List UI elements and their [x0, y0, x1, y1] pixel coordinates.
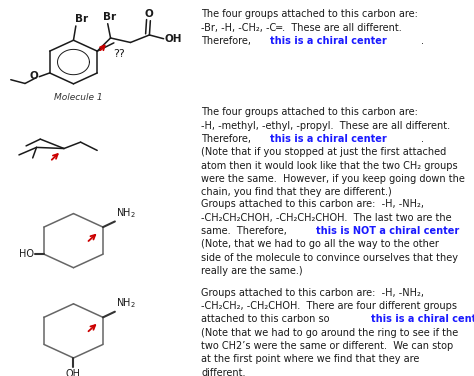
Text: O: O	[29, 71, 38, 80]
Text: Br: Br	[75, 14, 88, 24]
Text: side of the molecule to convince ourselves that they: side of the molecule to convince ourselv…	[201, 253, 458, 263]
Text: -CH₂CH₂CHOH, -CH₂CH₂CHOH.  The last two are the: -CH₂CH₂CHOH, -CH₂CH₂CHOH. The last two a…	[201, 213, 452, 223]
Text: NH$_2$: NH$_2$	[116, 296, 136, 310]
Text: HO: HO	[19, 249, 34, 259]
Text: chain, you find that they are different.): chain, you find that they are different.…	[201, 187, 392, 197]
Text: really are the same.): really are the same.)	[201, 266, 303, 276]
Text: this is a chiral center: this is a chiral center	[270, 134, 387, 144]
Text: atom then it would look like that the two CH₂ groups: atom then it would look like that the tw…	[201, 161, 458, 171]
Text: this is a chiral center: this is a chiral center	[371, 314, 474, 324]
Text: attached to this carbon so: attached to this carbon so	[201, 314, 333, 324]
Text: Groups attached to this carbon are:  -H, -NH₂,: Groups attached to this carbon are: -H, …	[201, 288, 424, 298]
Text: -Br, -H, -CH₂, -C═.  These are all different.: -Br, -H, -CH₂, -C═. These are all differ…	[201, 23, 402, 33]
Text: O: O	[144, 9, 153, 19]
Text: at the first point where we find that they are: at the first point where we find that th…	[201, 354, 420, 364]
Text: The four groups attached to this carbon are:: The four groups attached to this carbon …	[201, 107, 419, 117]
Text: .: .	[420, 36, 424, 46]
Text: Molecule 1: Molecule 1	[54, 93, 102, 102]
Text: this is NOT a chiral center: this is NOT a chiral center	[316, 226, 459, 236]
Text: same.  Therefore,: same. Therefore,	[201, 226, 291, 236]
Text: The four groups attached to this carbon are:: The four groups attached to this carbon …	[201, 9, 419, 20]
Text: Therefore,: Therefore,	[201, 134, 255, 144]
Text: -CH₂CH₂, -CH₂CHOH.  There are four different groups: -CH₂CH₂, -CH₂CHOH. There are four differ…	[201, 301, 457, 311]
Text: -H, -methyl, -ethyl, -propyl.  These are all different.: -H, -methyl, -ethyl, -propyl. These are …	[201, 120, 451, 130]
Text: two CH2’s were the same or different.  We can stop: two CH2’s were the same or different. We…	[201, 341, 454, 351]
Text: OH: OH	[66, 369, 81, 376]
Text: different.: different.	[201, 368, 246, 376]
Text: (Note, that we had to go all the way to the other: (Note, that we had to go all the way to …	[201, 239, 439, 249]
Text: were the same.  However, if you keep going down the: were the same. However, if you keep goin…	[201, 174, 465, 184]
Text: (Note that if you stopped at just the first attached: (Note that if you stopped at just the fi…	[201, 147, 447, 157]
Text: Therefore,: Therefore,	[201, 36, 255, 46]
Text: this is a chiral center: this is a chiral center	[270, 36, 387, 46]
Text: NH$_2$: NH$_2$	[116, 206, 136, 220]
Text: OH: OH	[164, 34, 182, 44]
Text: .: .	[420, 134, 424, 144]
Text: Br: Br	[103, 12, 116, 22]
Text: ??: ??	[113, 49, 125, 59]
Text: Groups attached to this carbon are:  -H, -NH₂,: Groups attached to this carbon are: -H, …	[201, 199, 424, 209]
Text: (Note that we had to go around the ring to see if the: (Note that we had to go around the ring …	[201, 328, 459, 338]
